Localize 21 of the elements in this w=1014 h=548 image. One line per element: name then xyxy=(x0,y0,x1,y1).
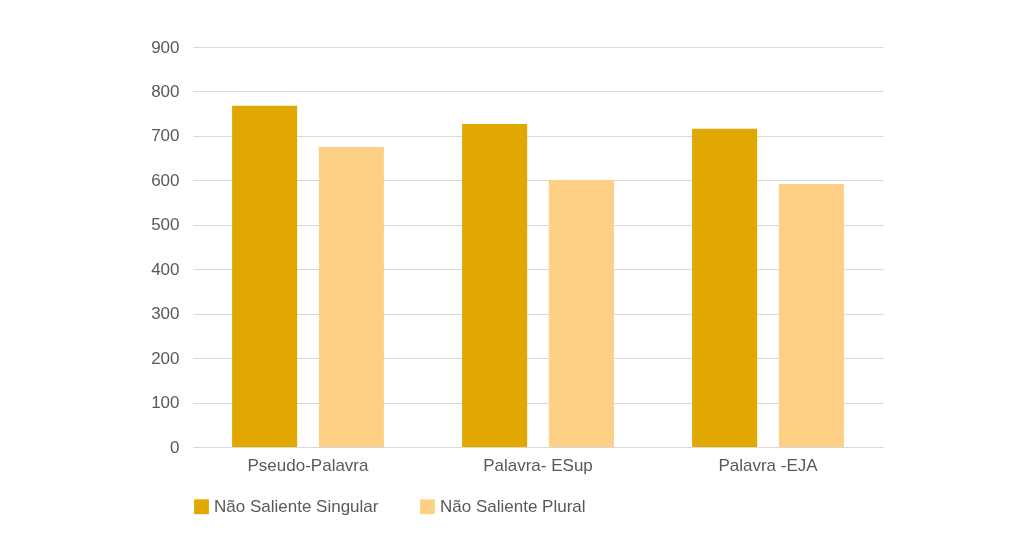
y-tick-label: 0 xyxy=(170,437,180,457)
x-tick-label: Palavra- ESup xyxy=(483,455,593,475)
legend-label: Não Saliente Singular xyxy=(214,496,379,516)
y-tick-label: 100 xyxy=(151,393,180,413)
y-tick-label: 200 xyxy=(151,348,180,368)
x-tick-label: Pseudo-Palavra xyxy=(247,455,370,475)
legend-label: Não Saliente Plural xyxy=(440,496,586,516)
bar xyxy=(548,179,614,447)
y-tick-label: 800 xyxy=(151,81,180,101)
y-tick-label: 400 xyxy=(151,259,180,279)
y-tick-label: 600 xyxy=(151,170,180,190)
y-tick-label: 900 xyxy=(151,37,180,57)
bar xyxy=(318,147,384,447)
y-tick-label: 300 xyxy=(151,304,180,324)
y-tick-label: 700 xyxy=(151,126,180,146)
x-tick-label: Palavra -EJA xyxy=(718,455,819,475)
bar xyxy=(778,183,844,447)
bar xyxy=(462,123,528,447)
y-tick-label: 500 xyxy=(151,215,180,235)
bar xyxy=(232,105,298,447)
bar xyxy=(692,128,758,447)
